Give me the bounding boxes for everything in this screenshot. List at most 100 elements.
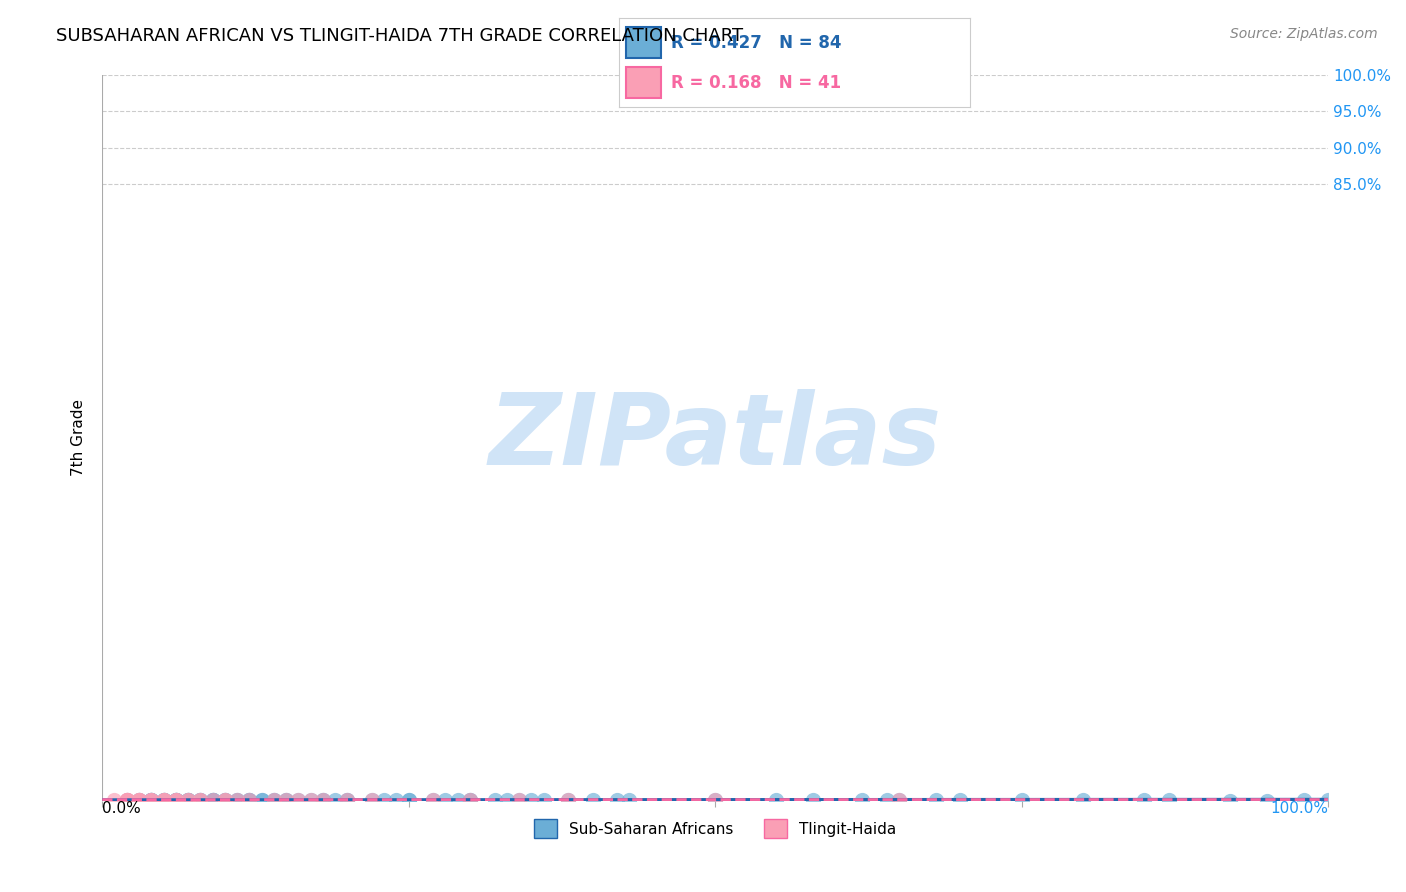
Tlingit-Haida: [214, 792, 236, 806]
Tlingit-Haida: [188, 792, 211, 806]
Sub-Saharan Africans: [274, 793, 297, 807]
Sub-Saharan Africans: [606, 793, 628, 807]
Tlingit-Haida: [557, 792, 579, 806]
Sub-Saharan Africans: [177, 793, 200, 807]
Tlingit-Haida: [201, 792, 224, 806]
Sub-Saharan Africans: [323, 793, 346, 807]
Legend: Sub-Saharan Africans, Tlingit-Haida: Sub-Saharan Africans, Tlingit-Haida: [527, 814, 903, 844]
Sub-Saharan Africans: [422, 793, 444, 807]
Tlingit-Haida: [263, 792, 285, 806]
Sub-Saharan Africans: [152, 793, 174, 807]
Sub-Saharan Africans: [887, 792, 910, 806]
Sub-Saharan Africans: [141, 793, 163, 807]
Sub-Saharan Africans: [165, 793, 187, 807]
Y-axis label: 7th Grade: 7th Grade: [72, 400, 86, 476]
Tlingit-Haida: [188, 792, 211, 806]
Sub-Saharan Africans: [1157, 793, 1180, 807]
Sub-Saharan Africans: [1317, 792, 1340, 806]
Sub-Saharan Africans: [520, 793, 543, 807]
Tlingit-Haida: [141, 792, 163, 806]
Sub-Saharan Africans: [765, 793, 787, 807]
Sub-Saharan Africans: [188, 793, 211, 807]
Sub-Saharan Africans: [226, 793, 249, 807]
Tlingit-Haida: [214, 792, 236, 806]
Sub-Saharan Africans: [152, 793, 174, 807]
Sub-Saharan Africans: [458, 793, 481, 807]
Tlingit-Haida: [165, 792, 187, 806]
Sub-Saharan Africans: [557, 793, 579, 807]
Sub-Saharan Africans: [1219, 793, 1241, 807]
Sub-Saharan Africans: [299, 793, 322, 807]
Sub-Saharan Africans: [1256, 793, 1278, 807]
Sub-Saharan Africans: [533, 793, 555, 807]
Sub-Saharan Africans: [238, 793, 260, 807]
Tlingit-Haida: [704, 792, 727, 806]
Sub-Saharan Africans: [177, 793, 200, 807]
Sub-Saharan Africans: [434, 793, 457, 807]
FancyBboxPatch shape: [626, 27, 661, 58]
Text: ZIPatlas: ZIPatlas: [489, 389, 942, 486]
Tlingit-Haida: [287, 792, 309, 806]
Tlingit-Haida: [226, 792, 249, 806]
Sub-Saharan Africans: [398, 793, 420, 807]
Sub-Saharan Africans: [141, 793, 163, 807]
Sub-Saharan Africans: [1133, 792, 1156, 806]
Sub-Saharan Africans: [373, 793, 395, 807]
Tlingit-Haida: [128, 792, 150, 806]
Tlingit-Haida: [177, 792, 200, 806]
Tlingit-Haida: [177, 792, 200, 806]
Text: 0.0%: 0.0%: [103, 801, 141, 816]
Sub-Saharan Africans: [361, 793, 384, 807]
Sub-Saharan Africans: [398, 793, 420, 807]
Sub-Saharan Africans: [165, 793, 187, 807]
Tlingit-Haida: [115, 792, 138, 806]
Sub-Saharan Africans: [581, 793, 603, 807]
Sub-Saharan Africans: [201, 793, 224, 807]
Tlingit-Haida: [115, 792, 138, 806]
Sub-Saharan Africans: [925, 792, 948, 806]
Sub-Saharan Africans: [201, 793, 224, 807]
Sub-Saharan Africans: [141, 793, 163, 807]
FancyBboxPatch shape: [626, 67, 661, 98]
Sub-Saharan Africans: [238, 793, 260, 807]
Text: R = 0.427   N = 84: R = 0.427 N = 84: [672, 34, 842, 52]
Sub-Saharan Africans: [1011, 792, 1033, 806]
Sub-Saharan Africans: [274, 793, 297, 807]
Sub-Saharan Africans: [619, 793, 641, 807]
Sub-Saharan Africans: [312, 793, 335, 807]
Tlingit-Haida: [141, 792, 163, 806]
Sub-Saharan Africans: [152, 793, 174, 807]
Tlingit-Haida: [361, 792, 384, 806]
Sub-Saharan Africans: [188, 793, 211, 807]
Sub-Saharan Africans: [495, 793, 517, 807]
Tlingit-Haida: [141, 792, 163, 806]
Sub-Saharan Africans: [263, 793, 285, 807]
Tlingit-Haida: [458, 792, 481, 806]
Sub-Saharan Africans: [801, 793, 824, 807]
Sub-Saharan Africans: [287, 793, 309, 807]
Tlingit-Haida: [887, 792, 910, 806]
Sub-Saharan Africans: [336, 793, 359, 807]
Sub-Saharan Africans: [704, 793, 727, 807]
Sub-Saharan Africans: [152, 793, 174, 807]
Sub-Saharan Africans: [188, 793, 211, 807]
Sub-Saharan Africans: [312, 793, 335, 807]
Sub-Saharan Africans: [949, 792, 972, 806]
Sub-Saharan Africans: [128, 793, 150, 807]
Sub-Saharan Africans: [385, 793, 408, 807]
Sub-Saharan Africans: [250, 793, 273, 807]
Sub-Saharan Africans: [141, 793, 163, 807]
Tlingit-Haida: [128, 792, 150, 806]
Tlingit-Haida: [336, 792, 359, 806]
Sub-Saharan Africans: [214, 793, 236, 807]
Tlingit-Haida: [152, 792, 174, 806]
Sub-Saharan Africans: [263, 793, 285, 807]
Sub-Saharan Africans: [508, 793, 530, 807]
Tlingit-Haida: [115, 792, 138, 806]
Sub-Saharan Africans: [851, 793, 873, 807]
Tlingit-Haida: [299, 792, 322, 806]
Tlingit-Haida: [165, 792, 187, 806]
Tlingit-Haida: [422, 792, 444, 806]
Tlingit-Haida: [274, 792, 297, 806]
Sub-Saharan Africans: [447, 793, 470, 807]
